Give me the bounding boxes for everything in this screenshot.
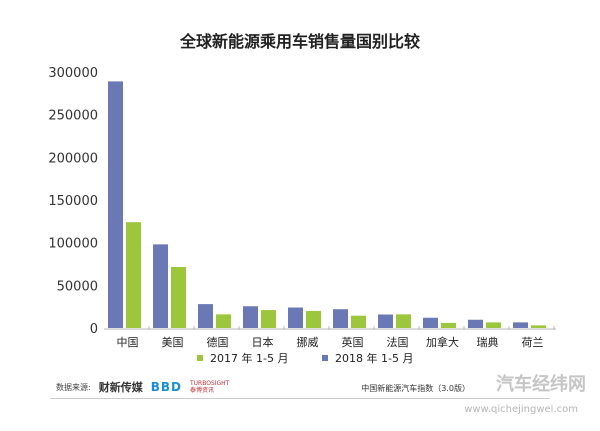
bar-2018 (423, 317, 438, 328)
x-tick-label: 瑞典 (477, 335, 499, 349)
bar-2017 (261, 310, 276, 328)
bar-2018 (153, 244, 168, 328)
bar-2018 (513, 322, 528, 328)
bar-2017 (441, 322, 456, 328)
watermark-url: www.qichejingwei.com (464, 404, 578, 415)
legend-label: 2017 年 1-5 月 (210, 351, 288, 365)
y-tick-label: 0 (90, 322, 98, 337)
legend-swatch (322, 355, 328, 361)
watermark-logo: 汽车经纬网 (496, 374, 586, 395)
x-tick-label: 加拿大 (426, 335, 459, 349)
bar-2018 (333, 309, 348, 328)
turbosight-cn-text: 泰博资讯 (189, 387, 214, 394)
bar-2017 (486, 322, 501, 328)
caixin-logo: 财新传媒 (98, 381, 143, 394)
bar-2017 (306, 310, 321, 328)
x-tick-label: 中国 (117, 336, 139, 349)
turbosight-text: TURBOSIGHT (189, 380, 230, 387)
footer-divider (50, 398, 550, 399)
bar-2017 (351, 315, 366, 328)
bar-2017 (171, 266, 186, 328)
index-text: 中国新能源汽车指数（3.0版） (361, 384, 470, 393)
chart-title: 全球新能源乘用车销售量国别比较 (179, 32, 420, 51)
bar-2018 (468, 319, 483, 328)
bbd-logo: BBD (150, 380, 182, 394)
y-tick-label: 50000 (57, 279, 98, 294)
data-source: 数据来源: 财新传媒 BBD TURBOSIGHT 泰博资讯 (56, 379, 229, 395)
x-tick-label: 美国 (162, 336, 184, 349)
x-tick-label: 挪威 (297, 335, 319, 349)
bar-2017 (531, 325, 546, 328)
y-tick-label: 150000 (48, 194, 98, 209)
y-tick-label: 100000 (48, 237, 98, 252)
bar-2018 (378, 314, 393, 328)
bar-2018 (243, 306, 258, 328)
source-label: 数据来源: (56, 382, 91, 392)
bar-2018 (198, 304, 213, 328)
x-tick-label: 英国 (342, 335, 364, 349)
x-tick-label: 德国 (207, 335, 229, 349)
bar-2017 (396, 314, 411, 328)
x-tick-label: 日本 (252, 335, 274, 349)
y-tick-label: 200000 (48, 151, 98, 166)
legend-label: 2018 年 1-5 月 (335, 351, 413, 365)
bar-2017 (216, 314, 231, 328)
bar-2018 (108, 81, 123, 329)
y-tick-label: 300000 (48, 66, 98, 81)
bar-2018 (288, 307, 303, 328)
y-tick-label: 250000 (48, 109, 98, 124)
legend-swatch (197, 355, 203, 361)
turbosight-logo: TURBOSIGHT 泰博资讯 (190, 380, 229, 394)
x-tick-label: 法国 (387, 335, 409, 349)
bar-2017 (126, 222, 141, 328)
x-tick-label: 荷兰 (522, 336, 544, 349)
